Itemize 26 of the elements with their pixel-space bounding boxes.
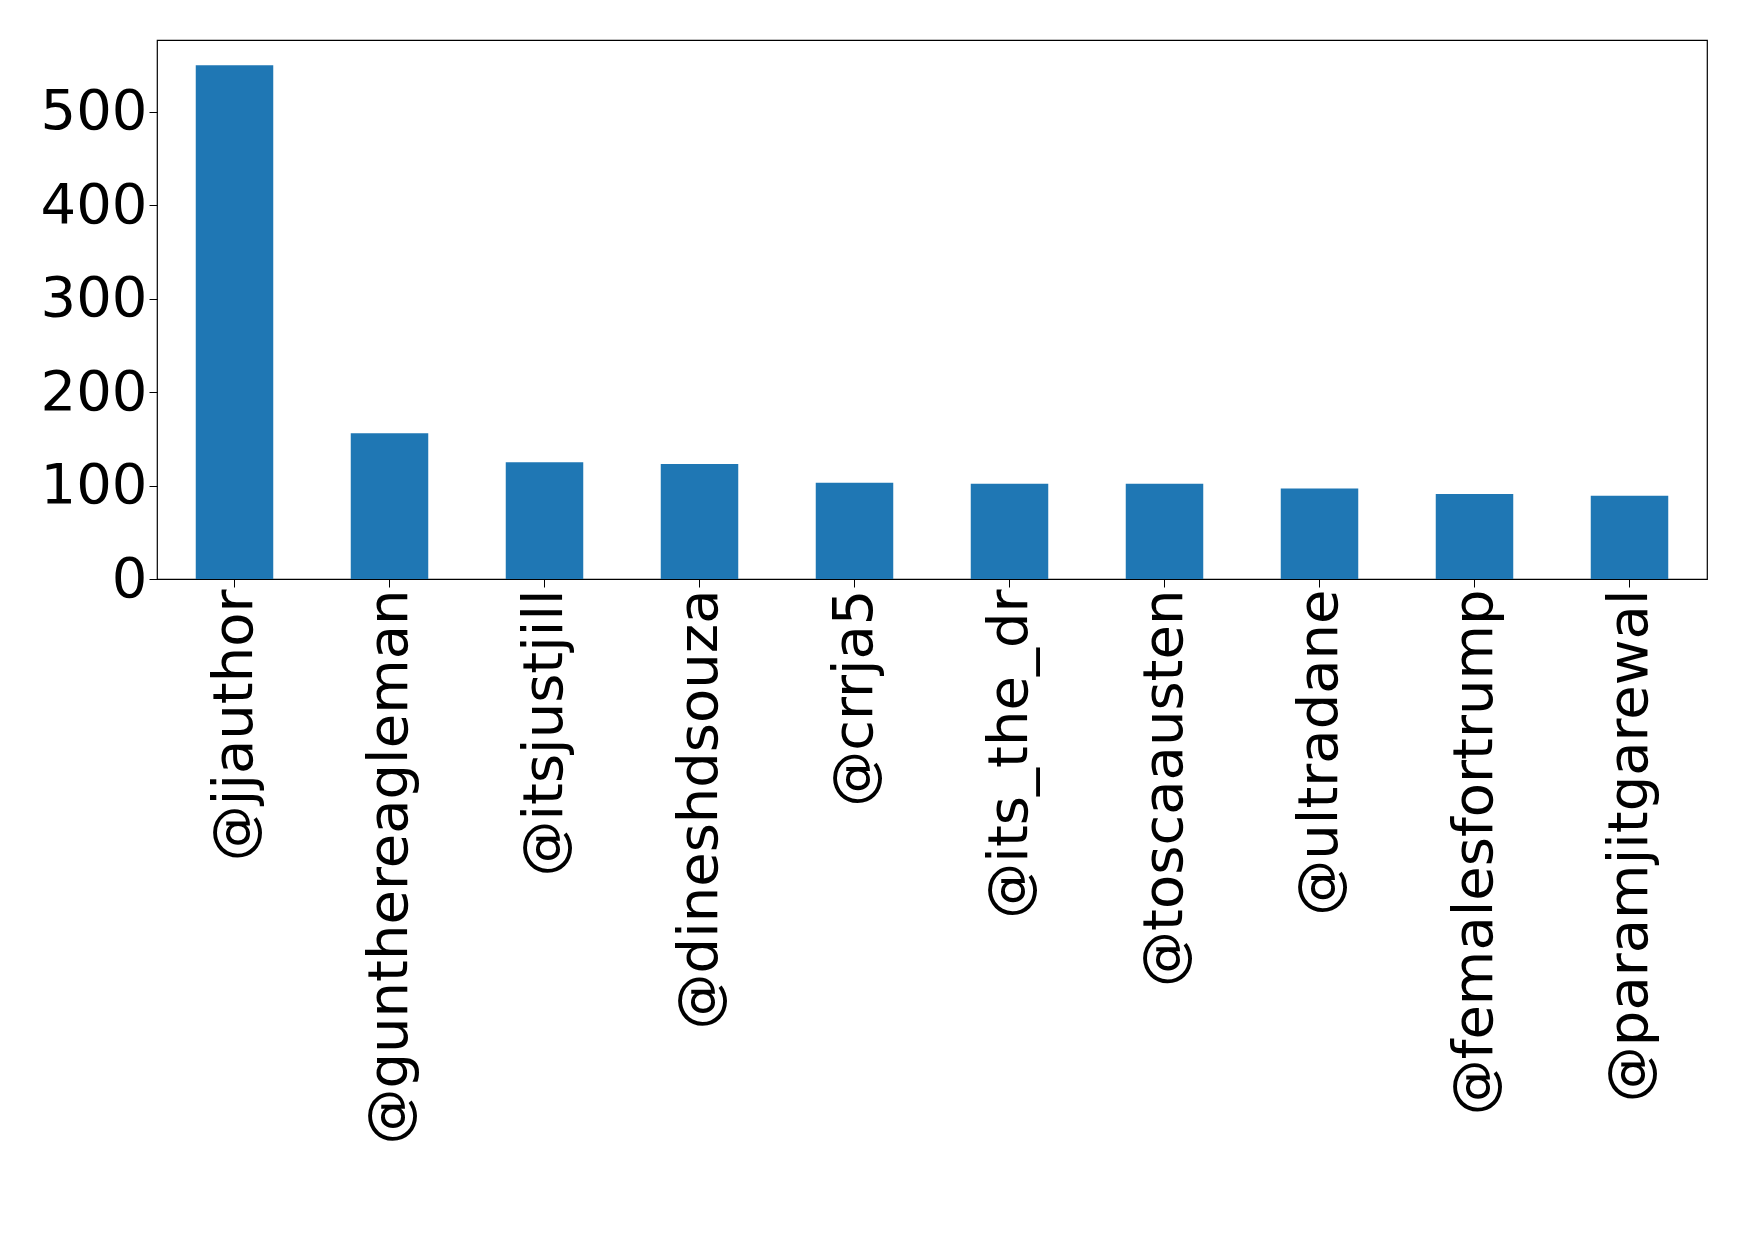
bar	[350, 433, 429, 579]
x-tick-label: @toscaausten	[1129, 589, 1195, 987]
y-tick-label: 200	[40, 357, 148, 423]
y-tick-label: 100	[40, 451, 148, 517]
bar	[195, 65, 274, 579]
x-tick-label: @its_the_dr	[974, 588, 1040, 919]
bar	[1280, 488, 1359, 579]
x-tick-label: @gunthereagleman	[354, 589, 420, 1145]
bar	[505, 462, 584, 579]
x-tick-label: @dineshdsouza	[664, 589, 730, 1030]
bar	[1590, 495, 1669, 579]
x-tick-label: @femalesfortrump	[1439, 589, 1505, 1116]
bar	[815, 482, 894, 579]
bar	[1435, 493, 1514, 579]
y-tick-label: 400	[40, 170, 148, 236]
y-tick-label: 300	[40, 264, 148, 330]
x-tick-label: @jjauthor	[199, 588, 265, 862]
x-tick-label: @ultradane	[1284, 589, 1350, 916]
y-tick-label: 0	[111, 544, 148, 610]
bar	[1125, 483, 1204, 579]
y-tick-label: 500	[40, 77, 148, 143]
x-tick-label: @crrja5	[819, 589, 885, 807]
bar	[660, 464, 739, 579]
x-tick-label: @itsjustjill	[509, 589, 575, 877]
bar	[970, 483, 1049, 579]
x-tick-label: @paramjitgarewal	[1594, 589, 1660, 1103]
